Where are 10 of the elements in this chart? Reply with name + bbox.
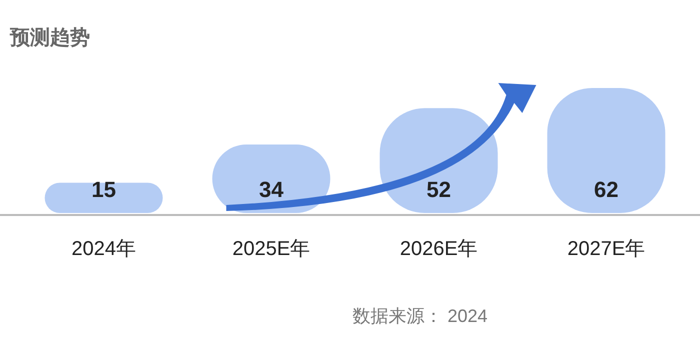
x-tick-label: 2026E年 xyxy=(400,238,478,260)
x-tick-label: 2025E年 xyxy=(232,238,310,260)
data-label: 34 xyxy=(259,177,284,202)
data-label: 62 xyxy=(594,177,618,202)
data-label: 15 xyxy=(92,177,116,202)
data-label: 52 xyxy=(426,177,451,202)
x-tick-label: 2027E年 xyxy=(567,238,646,260)
source-note: 数据来源： 2024 xyxy=(352,306,488,326)
x-tick-label: 2024年 xyxy=(72,238,136,260)
chart-title: 预测趋势 xyxy=(9,27,90,49)
